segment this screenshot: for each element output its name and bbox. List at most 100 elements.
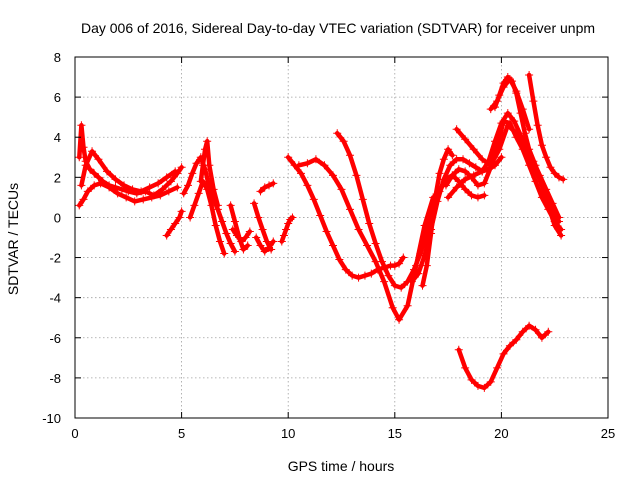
data-point [322, 227, 331, 236]
data-point [203, 137, 212, 146]
data-point [444, 193, 453, 202]
series-line [492, 74, 564, 238]
data-point [503, 109, 512, 118]
data-point [122, 193, 131, 202]
y-tick-label: -10 [42, 411, 61, 426]
data-point [228, 225, 237, 234]
data-point [258, 225, 267, 234]
data-point [252, 233, 261, 242]
data-point [546, 163, 555, 172]
axis-ticks: 0 5 10 15 20 25 -10 -8 -6 -4 -2 0 2 4 6 8 [42, 50, 615, 441]
data-point [459, 155, 468, 164]
data-point [461, 363, 470, 372]
data-point [469, 145, 478, 154]
data-point [166, 225, 175, 234]
series-arc-14 [284, 153, 408, 282]
y-tick-label: 0 [54, 210, 61, 225]
data-point [461, 167, 470, 176]
series-line [296, 157, 436, 322]
data-point [171, 167, 180, 176]
data-point [557, 231, 566, 240]
data-point [205, 161, 214, 170]
data-point [265, 181, 274, 190]
data-point [173, 183, 182, 192]
data-point [403, 301, 412, 310]
data-point [128, 185, 137, 194]
data-point [363, 241, 372, 250]
data-point [531, 161, 540, 170]
data-point [162, 173, 171, 182]
x-tick-label: 25 [601, 426, 615, 441]
data-point [277, 237, 286, 246]
data-point [156, 191, 165, 200]
data-point [480, 383, 489, 392]
data-point [346, 205, 355, 214]
data-point [79, 195, 88, 204]
data-point [510, 117, 519, 126]
data-point [512, 335, 521, 344]
data-point [518, 327, 527, 336]
data-point [288, 213, 297, 222]
data-point [505, 341, 514, 350]
data-point [529, 97, 538, 106]
data-point [367, 269, 376, 278]
y-tick-label: 2 [54, 170, 61, 185]
data-point [486, 377, 495, 386]
data-point [395, 259, 404, 268]
y-tick-label: 4 [54, 130, 61, 145]
data-point [220, 249, 229, 258]
series-arc-5 [179, 153, 239, 256]
data-point [77, 181, 86, 190]
data-point [454, 165, 463, 174]
data-point [409, 265, 418, 274]
data-point [497, 119, 506, 128]
data-point [478, 155, 487, 164]
data-point [520, 129, 529, 138]
data-point [243, 241, 252, 250]
data-point [531, 325, 540, 334]
data-point [544, 201, 553, 210]
data-point [339, 137, 348, 146]
data-point [256, 187, 265, 196]
series-arc-16 [333, 129, 489, 292]
data-point [478, 167, 487, 176]
data-point [491, 137, 500, 146]
data-point [346, 151, 355, 160]
data-point [102, 167, 111, 176]
data-point [265, 243, 274, 252]
data-point [111, 175, 120, 184]
data-point [473, 193, 482, 202]
data-point [493, 363, 502, 372]
data-point [448, 151, 457, 160]
data-point [139, 195, 148, 204]
y-axis-label: SDTVAR / TECUs [5, 183, 21, 295]
data-point [333, 129, 342, 138]
data-point [512, 129, 521, 138]
data-point [239, 245, 248, 254]
series-arc-4 [162, 207, 186, 240]
data-point [233, 231, 242, 240]
data-point [175, 213, 184, 222]
data-point [96, 179, 105, 188]
data-point [85, 165, 94, 174]
data-point [371, 239, 380, 248]
data-point [328, 171, 337, 180]
data-point [537, 141, 546, 150]
data-point [352, 171, 361, 180]
data-point [467, 375, 476, 384]
data-point [533, 121, 542, 130]
data-point [537, 333, 546, 342]
data-point [211, 221, 220, 230]
series-arc-24 [525, 71, 568, 184]
data-point [554, 173, 563, 182]
data-point [284, 219, 293, 228]
data-point [499, 349, 508, 358]
data-point [303, 181, 312, 190]
series-arc-15 [294, 155, 438, 324]
x-axis-label: GPS time / hours [288, 458, 395, 474]
data-point [454, 345, 463, 354]
data-point [495, 145, 504, 154]
data-point [177, 163, 186, 172]
data-point [499, 83, 508, 92]
grid [75, 57, 608, 418]
